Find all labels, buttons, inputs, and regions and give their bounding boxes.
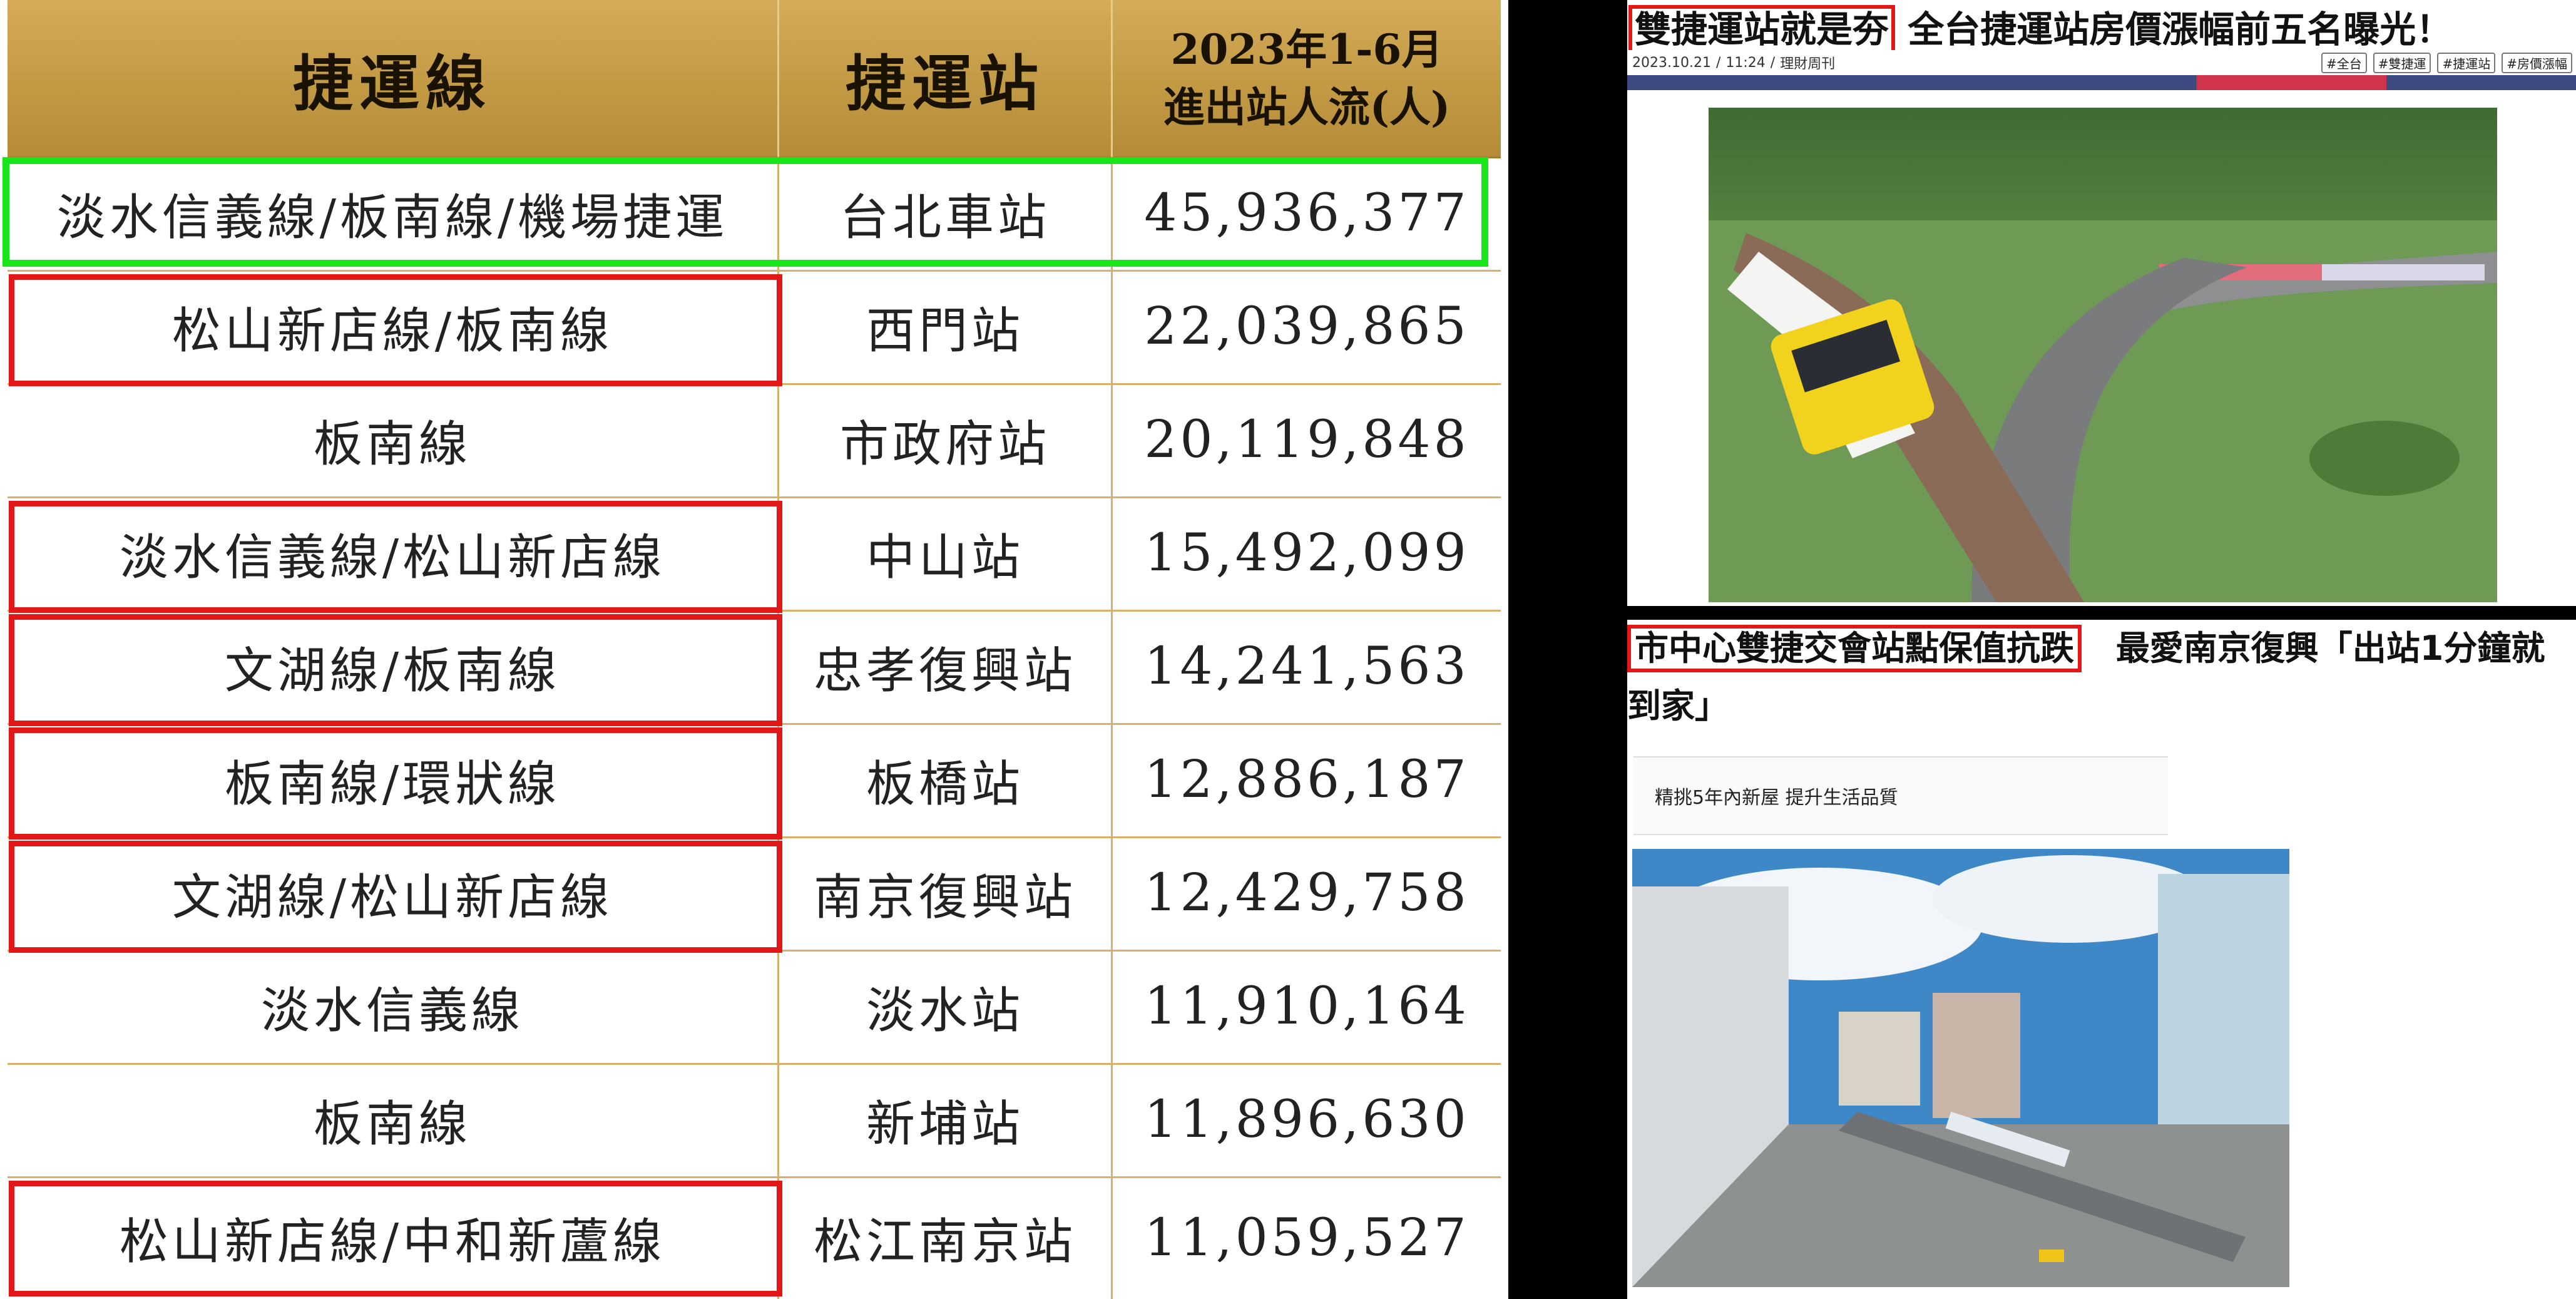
meta-separator: / xyxy=(1770,54,1776,71)
station-cell: 淡水站 xyxy=(779,950,1113,1063)
highlight-box-red xyxy=(9,841,782,953)
highlight-box-red xyxy=(9,501,782,613)
article1-title-rest: 全台捷運站房價漲幅前五名曝光！ xyxy=(1908,8,2453,50)
highlight-box-red xyxy=(9,1181,782,1296)
station-cell: 忠孝復興站 xyxy=(779,610,1113,723)
line-cell: 板南線 xyxy=(8,1063,779,1176)
flow-cell: 11,910,164 xyxy=(1144,977,1469,1036)
line-cell: 文湖線/板南線 xyxy=(8,610,779,723)
line-cell: 淡水信義線 xyxy=(8,950,779,1063)
table-row: 板南線 市政府站 20,119,848 xyxy=(8,383,1501,498)
article1-header-stripe xyxy=(1627,75,2576,90)
line-cell: 文湖線/松山新店線 xyxy=(8,836,779,950)
meta-separator: / xyxy=(1715,54,1721,71)
header-line: 捷運線 xyxy=(8,0,779,157)
article2-title-rest: 最愛南京復興「出站1分鐘就 xyxy=(2115,629,2545,668)
table-row: 板南線 新埔站 11,896,630 xyxy=(8,1063,1501,1178)
line-cell: 板南線/環狀線 xyxy=(8,723,779,836)
flow-cell: 20,119,848 xyxy=(1144,410,1469,470)
line-cell: 淡水信義線/松山新店線 xyxy=(8,496,779,610)
station-cell: 中山站 xyxy=(779,496,1113,610)
article1-tag[interactable]: #捷運站 xyxy=(2437,52,2496,73)
article1-meta: 2023.10.21 / 11:24 / 理財周刊 #全台 #雙捷運 #捷運站 … xyxy=(1627,50,2576,75)
header-flow-unit: 進出站人流(人) xyxy=(1163,83,1451,131)
article1-tag[interactable]: #雙捷運 xyxy=(2373,52,2431,73)
flow-cell: 11,896,630 xyxy=(1144,1090,1469,1149)
city-aerial-photo xyxy=(1632,849,2289,1287)
article2-title-line2: 到家」 xyxy=(1627,686,1729,726)
article2-subtitle: 精挑5年內新屋 提升生活品質 xyxy=(1633,756,2168,835)
table-row: 淡水信義線 淡水站 11,910,164 xyxy=(8,950,1501,1065)
table-row: 淡水信義線/松山新店線 中山站 15,492,099 xyxy=(8,496,1501,612)
station-cell: 松江南京站 xyxy=(779,1176,1113,1299)
highlight-box-red xyxy=(9,614,782,726)
metro-train-photo xyxy=(1709,108,2497,602)
table-header: 捷運線 捷運站 2023年1-6月 進出站人流(人) xyxy=(8,0,1501,158)
article1-date: 2023.10.21 xyxy=(1632,54,1711,71)
station-cell: 板橋站 xyxy=(779,723,1113,836)
station-cell: 南京復興站 xyxy=(779,836,1113,950)
flow-cell: 15,492,099 xyxy=(1144,523,1469,583)
ridership-table-panel: 捷運線 捷運站 2023年1-6月 進出站人流(人) 淡水信義線/板南線/機場捷… xyxy=(0,0,1508,1299)
line-cell: 松山新店線/中和新蘆線 xyxy=(8,1176,779,1299)
flow-cell: 12,429,758 xyxy=(1144,863,1469,923)
header-flow-period: 2023年1-6月 xyxy=(1170,25,1443,74)
station-cell: 台北車站 xyxy=(779,157,1113,270)
highlight-box-red xyxy=(9,274,782,386)
ridership-table: 捷運線 捷運站 2023年1-6月 進出站人流(人) 淡水信義線/板南線/機場捷… xyxy=(8,0,1501,1299)
article1-tag[interactable]: #房價漲幅 xyxy=(2502,52,2572,73)
station-cell: 西門站 xyxy=(779,270,1113,383)
flow-cell: 45,936,377 xyxy=(1144,183,1469,243)
article1-time: 11:24 xyxy=(1725,54,1766,71)
article2-title-highlight: 市中心雙捷交會站點保值抗跌 xyxy=(1627,625,2082,672)
article-clip-bottom: 市中心雙捷交會站點保值抗跌 最愛南京復興「出站1分鐘就 到家」 精挑5年內新屋 … xyxy=(1627,620,2576,1299)
header-flow: 2023年1-6月 進出站人流(人) xyxy=(1113,0,1501,157)
flow-cell: 11,059,527 xyxy=(1144,1208,1469,1268)
article2-body: 精挑5年內新屋 提升生活品質 xyxy=(1627,739,2576,1299)
line-cell: 淡水信義線/板南線/機場捷運 xyxy=(8,157,779,270)
article1-tag[interactable]: #全台 xyxy=(2321,52,2367,73)
highlight-box-top-station xyxy=(3,157,1488,267)
article1-source: 理財周刊 xyxy=(1780,56,1836,72)
article1-title[interactable]: 雙捷運站就是夯 全台捷運站房價漲幅前五名曝光！ xyxy=(1627,0,2576,50)
article1-photo-area xyxy=(1627,75,2576,606)
flow-cell: 14,241,563 xyxy=(1144,637,1469,696)
highlight-box-red xyxy=(9,727,782,839)
station-cell: 新埔站 xyxy=(779,1063,1113,1176)
table-row: 文湖線/松山新店線 南京復興站 12,429,758 xyxy=(8,836,1501,952)
header-station: 捷運站 xyxy=(779,0,1113,157)
article-clip-top: 雙捷運站就是夯 全台捷運站房價漲幅前五名曝光！ 2023.10.21 / 11:… xyxy=(1627,0,2576,606)
station-cell: 市政府站 xyxy=(779,383,1113,496)
table-row: 松山新店線/中和新蘆線 松江南京站 11,059,527 xyxy=(8,1176,1501,1299)
line-cell: 松山新店線/板南線 xyxy=(8,270,779,383)
table-row: 淡水信義線/板南線/機場捷運 台北車站 45,936,377 xyxy=(8,157,1501,272)
flow-cell: 12,886,187 xyxy=(1144,750,1469,809)
article2-title[interactable]: 市中心雙捷交會站點保值抗跌 最愛南京復興「出站1分鐘就 到家」 xyxy=(1627,620,2576,739)
line-cell: 板南線 xyxy=(8,383,779,496)
article1-title-highlight: 雙捷運站就是夯 xyxy=(1628,5,1896,50)
flow-cell: 22,039,865 xyxy=(1144,297,1469,356)
